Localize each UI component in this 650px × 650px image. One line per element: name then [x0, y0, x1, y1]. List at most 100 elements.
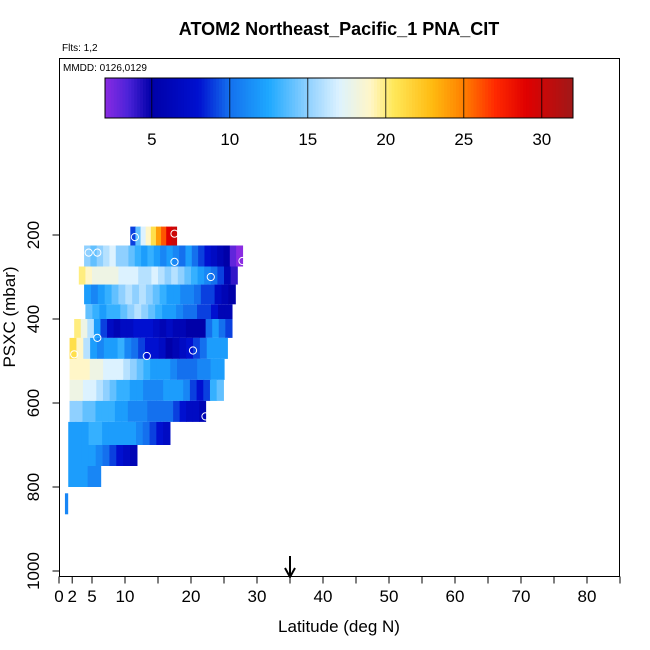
colorbar-cell: [306, 78, 311, 118]
heat-cell: [149, 379, 158, 401]
colorbar-cell: [494, 78, 498, 118]
colorbar-cell: [321, 78, 325, 118]
colorbar-cell: [400, 78, 404, 118]
colorbar-cell: [110, 78, 115, 118]
colorbar-cell: [540, 78, 545, 118]
colorbar-cell: [181, 78, 185, 118]
heat-cell: [89, 358, 98, 380]
colorbar-cell: [426, 78, 431, 118]
colorbar-cell: [379, 78, 384, 118]
colorbar-cell: [397, 78, 401, 118]
colorbar-cell: [537, 78, 542, 118]
colorbar-cell: [353, 78, 358, 118]
flights-label: Flts: 1,2: [62, 43, 98, 54]
x-tick-label: 40: [314, 587, 333, 606]
colorbar-cell: [160, 78, 164, 118]
colorbar-cell: [236, 78, 241, 118]
heat-cell: [185, 319, 194, 338]
heat-cell: [97, 284, 106, 305]
heat-cell: [171, 226, 178, 246]
colorbar-cell: [382, 78, 387, 118]
heat-cell: [120, 304, 128, 319]
colorbar-cell: [415, 78, 419, 118]
heat-cell: [199, 337, 208, 359]
heat-cell: [100, 319, 108, 338]
colorbar-cell: [417, 78, 422, 118]
heat-cell: [129, 421, 137, 445]
heat-cell: [105, 266, 113, 285]
heat-cell: [164, 266, 172, 285]
heat-cell: [129, 358, 138, 380]
heat-cell: [145, 226, 152, 246]
x-tick-label: 30: [248, 587, 267, 606]
colorbar-cell: [368, 78, 372, 118]
heat-cell: [115, 421, 124, 445]
colorbar-cell: [517, 78, 521, 118]
heat-cell: [69, 400, 77, 422]
colorbar-cell: [224, 78, 229, 118]
heat-cell: [163, 379, 171, 401]
heat-cell: [163, 358, 171, 380]
colorbar-cell: [274, 78, 279, 118]
heat-cell: [203, 358, 212, 380]
heat-cell: [148, 304, 156, 319]
heat-cell: [214, 284, 223, 305]
colorbar-cell: [318, 78, 322, 118]
x-tick-label: 10: [116, 587, 135, 606]
colorbar-cell: [268, 78, 273, 118]
colorbar-cell: [432, 78, 437, 118]
heat-cell: [173, 400, 181, 422]
heat-cell: [93, 319, 102, 338]
heat-cell: [176, 379, 184, 401]
heat-cell: [106, 304, 114, 319]
heat-cell: [83, 337, 91, 359]
heat-cell: [198, 245, 206, 267]
heat-cell: [107, 319, 115, 338]
heat-cell: [102, 421, 110, 445]
heat-cell: [150, 226, 157, 246]
sample-marker: [201, 412, 210, 421]
colorbar-cell: [499, 78, 504, 118]
heat-cell: [131, 337, 139, 359]
colorbar-cell: [359, 78, 363, 118]
heat-cell: [204, 245, 212, 267]
colorbar-cell: [529, 78, 533, 118]
heat-cell: [183, 379, 191, 401]
colorbar-cell: [265, 78, 270, 118]
colorbar-cell: [567, 78, 571, 118]
colorbar-cell: [178, 78, 182, 118]
heat-cell: [185, 245, 193, 267]
heat-cell: [133, 319, 141, 338]
heat-cell: [190, 304, 198, 319]
heat-cell: [212, 319, 220, 338]
heat-cell: [169, 304, 177, 319]
heat-cell: [109, 445, 117, 466]
colorbar-cell: [242, 78, 246, 118]
colorbar-cell: [435, 78, 439, 118]
colorbar-cell: [482, 78, 486, 118]
colorbar-cell: [505, 78, 510, 118]
heat-cell: [116, 445, 124, 466]
heat-cell: [149, 421, 157, 445]
colorbar-cell: [350, 78, 355, 118]
heat-cell: [225, 319, 233, 338]
heat-cell: [101, 400, 109, 422]
heat-cell: [96, 358, 104, 380]
y-tick-label: 1000: [24, 552, 43, 590]
heatmap-cells: [64, 226, 244, 515]
heat-cell: [155, 226, 162, 246]
heat-cell: [220, 337, 228, 359]
heat-cell: [78, 266, 86, 285]
heat-cell: [76, 379, 84, 401]
colorbar-cell: [189, 78, 194, 118]
colorbar-cell: [245, 78, 249, 118]
colorbar-cell: [450, 78, 454, 118]
colorbar-tick-label: 15: [298, 130, 317, 149]
colorbar-cell: [309, 78, 314, 118]
heat-cell: [69, 337, 78, 359]
heat-cell: [95, 400, 103, 422]
heat-cell: [130, 445, 138, 466]
heat-cell: [96, 337, 105, 359]
colorbar-cell: [336, 78, 340, 118]
